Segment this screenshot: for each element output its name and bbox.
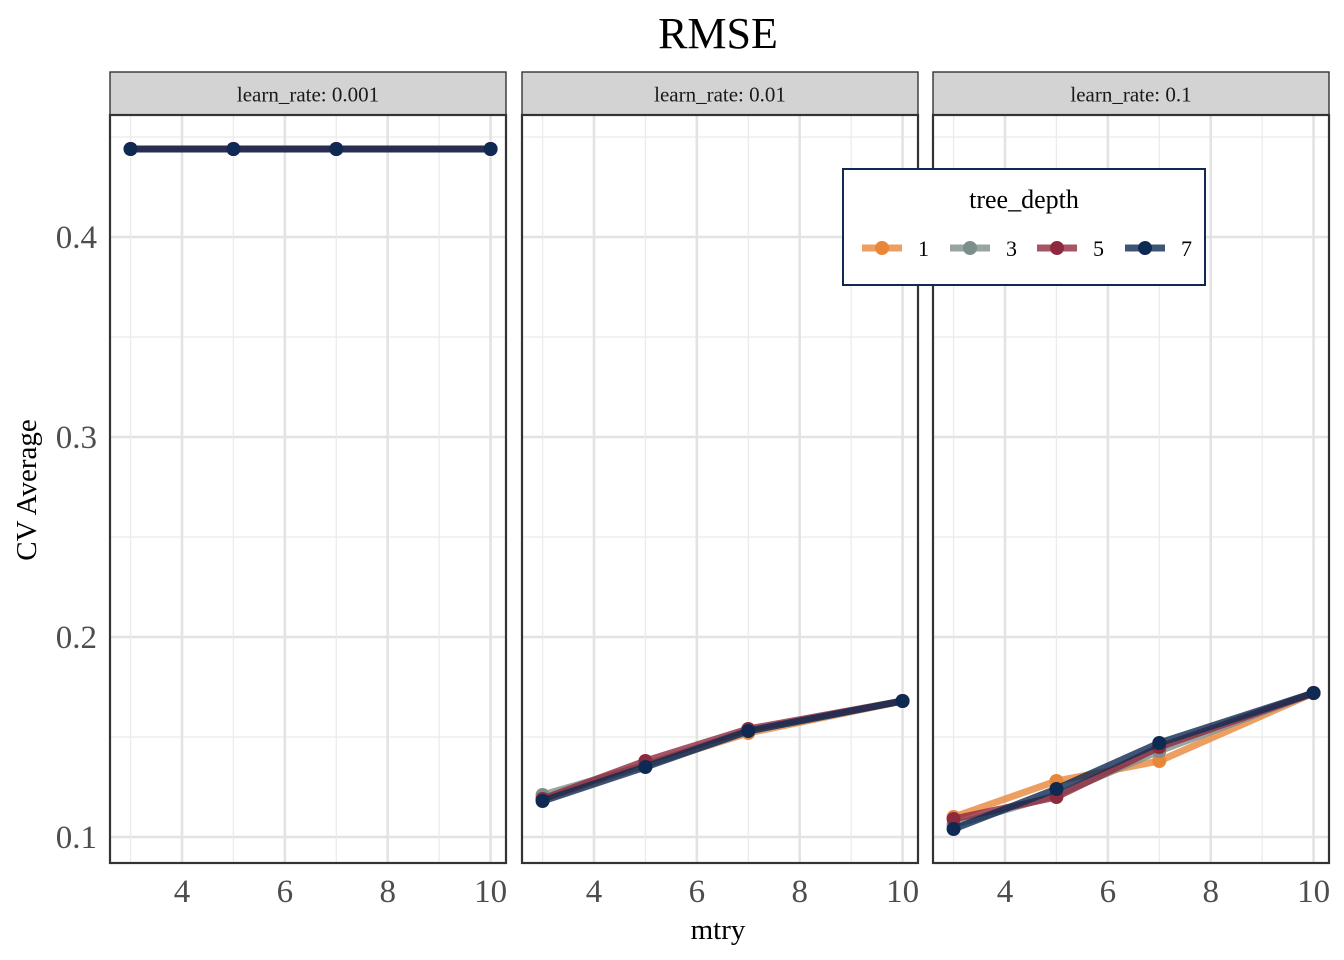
data-point xyxy=(638,760,653,774)
series-7 xyxy=(946,686,1321,836)
facet-panel: learn_rate: 0.001 4 6 8 10 xyxy=(108,71,508,910)
data-point xyxy=(123,142,138,156)
data-point xyxy=(895,694,910,708)
facet-strip-label: learn_rate: 0.01 xyxy=(654,83,786,107)
legend-label: 7 xyxy=(1181,236,1192,261)
data-point xyxy=(1306,686,1321,700)
legend-key-point xyxy=(963,241,977,255)
data-point xyxy=(1152,736,1167,750)
x-tick-label: 6 xyxy=(277,874,294,910)
x-tick-label: 10 xyxy=(1297,874,1330,910)
data-point xyxy=(226,142,241,156)
data-point xyxy=(946,812,961,826)
series-line xyxy=(539,697,907,805)
x-tick-label: 10 xyxy=(886,874,919,910)
x-tick-label: 8 xyxy=(379,874,396,910)
x-tick-label: 4 xyxy=(997,874,1014,910)
facet-panel: learn_rate: 0.01 4 6 8 10 xyxy=(520,71,920,910)
legend-label: 1 xyxy=(918,236,929,261)
gridlines xyxy=(110,115,506,863)
legend-item-5: 5 xyxy=(1037,236,1104,261)
legend-key-point xyxy=(875,241,889,255)
data-point xyxy=(946,822,961,836)
legend-key-point xyxy=(1138,241,1152,255)
legend: tree_depth 1 3 5 7 xyxy=(842,168,1206,286)
x-axis-title: mtry xyxy=(691,914,746,946)
panel-border xyxy=(520,113,920,865)
facet-strip xyxy=(521,71,919,116)
facet-panels: learn_rate: 0.001 4 6 8 10 learn_rate: 0.01 4 6… xyxy=(56,71,1331,910)
legend-box xyxy=(842,168,1206,286)
x-tick-label: 6 xyxy=(689,874,706,910)
facet-strip-label: learn_rate: 0.001 xyxy=(237,83,379,107)
x-tick-label: 4 xyxy=(586,874,603,910)
y-tick-label: 0.2 xyxy=(56,620,97,656)
data-point xyxy=(329,142,344,156)
y-tick-label: 0.1 xyxy=(56,820,97,856)
legend-title: tree_depth xyxy=(969,185,1079,214)
data-point xyxy=(535,794,550,808)
legend-label: 3 xyxy=(1006,236,1017,261)
data-point xyxy=(483,142,498,156)
chart-title: RMSE xyxy=(658,9,778,58)
panel-border xyxy=(108,113,508,865)
x-tick-label: 6 xyxy=(1100,874,1117,910)
x-tick-label: 10 xyxy=(474,874,507,910)
gridlines xyxy=(522,115,918,863)
facet-strip xyxy=(932,71,1330,116)
panel-border xyxy=(931,113,1331,865)
series-7 xyxy=(123,142,498,156)
legend-item-3: 3 xyxy=(950,236,1017,261)
x-tick-label: 4 xyxy=(174,874,191,910)
y-tick-label: 0.4 xyxy=(56,220,97,256)
legend-label: 5 xyxy=(1093,236,1104,261)
facet-strip-label: learn_rate: 0.1 xyxy=(1070,83,1191,107)
data-point xyxy=(1152,754,1167,768)
y-tick-label: 0.3 xyxy=(56,420,97,456)
legend-key-point xyxy=(1050,241,1064,255)
x-tick-label: 8 xyxy=(1202,874,1219,910)
data-point xyxy=(741,724,756,738)
series-7 xyxy=(535,694,910,808)
data-point xyxy=(1049,782,1064,796)
legend-item-1: 1 xyxy=(862,236,929,261)
series-line xyxy=(950,689,1318,833)
y-axis-title: CV Average xyxy=(11,419,43,560)
x-tick-label: 8 xyxy=(791,874,808,910)
facet-strip xyxy=(109,71,507,116)
legend-item-7: 7 xyxy=(1125,236,1192,261)
